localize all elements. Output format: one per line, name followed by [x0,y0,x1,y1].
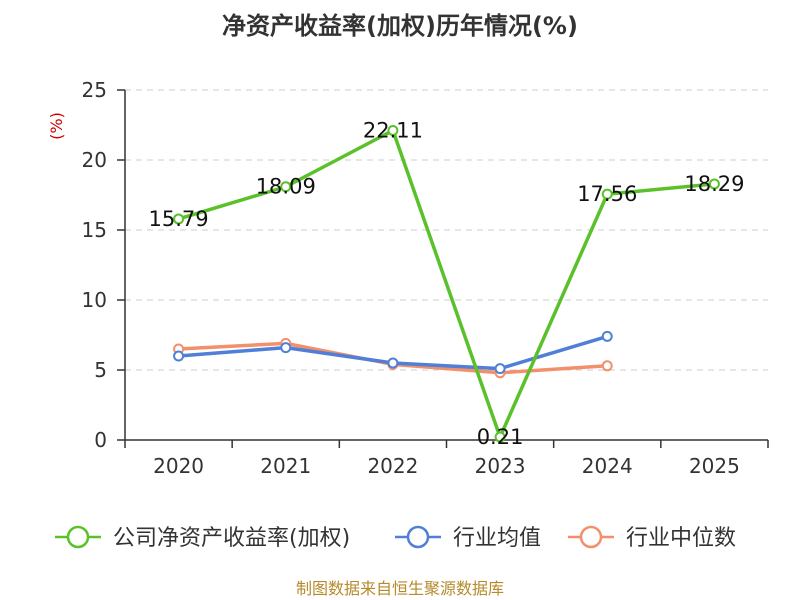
series-group [173,124,720,443]
data-point [387,357,399,369]
source-footer: 制图数据来自恒生聚源数据库 [296,579,504,598]
data-label: 0.21 [477,425,524,449]
x-tick-label: 2020 [153,454,204,478]
y-tick-label: 15 [82,218,107,242]
data-label: 22.11 [363,118,423,142]
x-tick-label: 2023 [475,454,526,478]
legend-label: 行业均值 [453,526,541,551]
y-tick-label: 10 [82,288,107,312]
data-point [387,124,399,136]
data-point [601,330,613,342]
y-axis-unit: (%) [47,112,66,140]
legend-item-1[interactable]: 行业均值 [395,525,541,551]
data-point [601,360,613,372]
series-line-0 [178,128,715,439]
data-point [494,363,506,375]
data-point [494,431,506,443]
y-tick-label: 25 [82,78,107,102]
grid-lines [125,89,768,371]
x-tick-label: 2024 [582,454,633,478]
data-label: 18.29 [684,172,744,196]
data-point [173,213,185,225]
data-label: 15.79 [149,207,209,231]
y-tick-label: 5 [94,358,107,382]
data-point [708,178,720,190]
data-point [601,188,613,200]
legend-swatch-circle [406,525,430,549]
x-tick-label: 2025 [689,454,740,478]
data-point [280,181,292,193]
legend-label: 行业中位数 [626,526,736,551]
x-tick-label: 2022 [367,454,418,478]
legend-item-2[interactable]: 行业中位数 [568,525,736,551]
data-label: 18.09 [256,175,316,199]
legend[interactable]: 公司净资产收益率(加权) 行业均值 行业中位数 [55,525,736,551]
y-tick-label: 0 [94,428,107,452]
data-label: 17.56 [577,182,637,206]
legend-label: 公司净资产收益率(加权) [113,526,350,551]
legend-swatch-circle [579,525,603,549]
data-point [173,350,185,362]
y-tick-label: 20 [82,148,107,172]
x-tick-label: 2021 [260,454,311,478]
legend-item-0[interactable]: 公司净资产收益率(加权) [55,525,350,551]
legend-swatch-circle [66,525,90,549]
data-point [280,342,292,354]
data-labels: 15.79 18.09 22.11 0.21 17.56 18.29 [149,118,745,449]
chart-title: 净资产收益率(加权)历年情况(%) [222,12,578,40]
